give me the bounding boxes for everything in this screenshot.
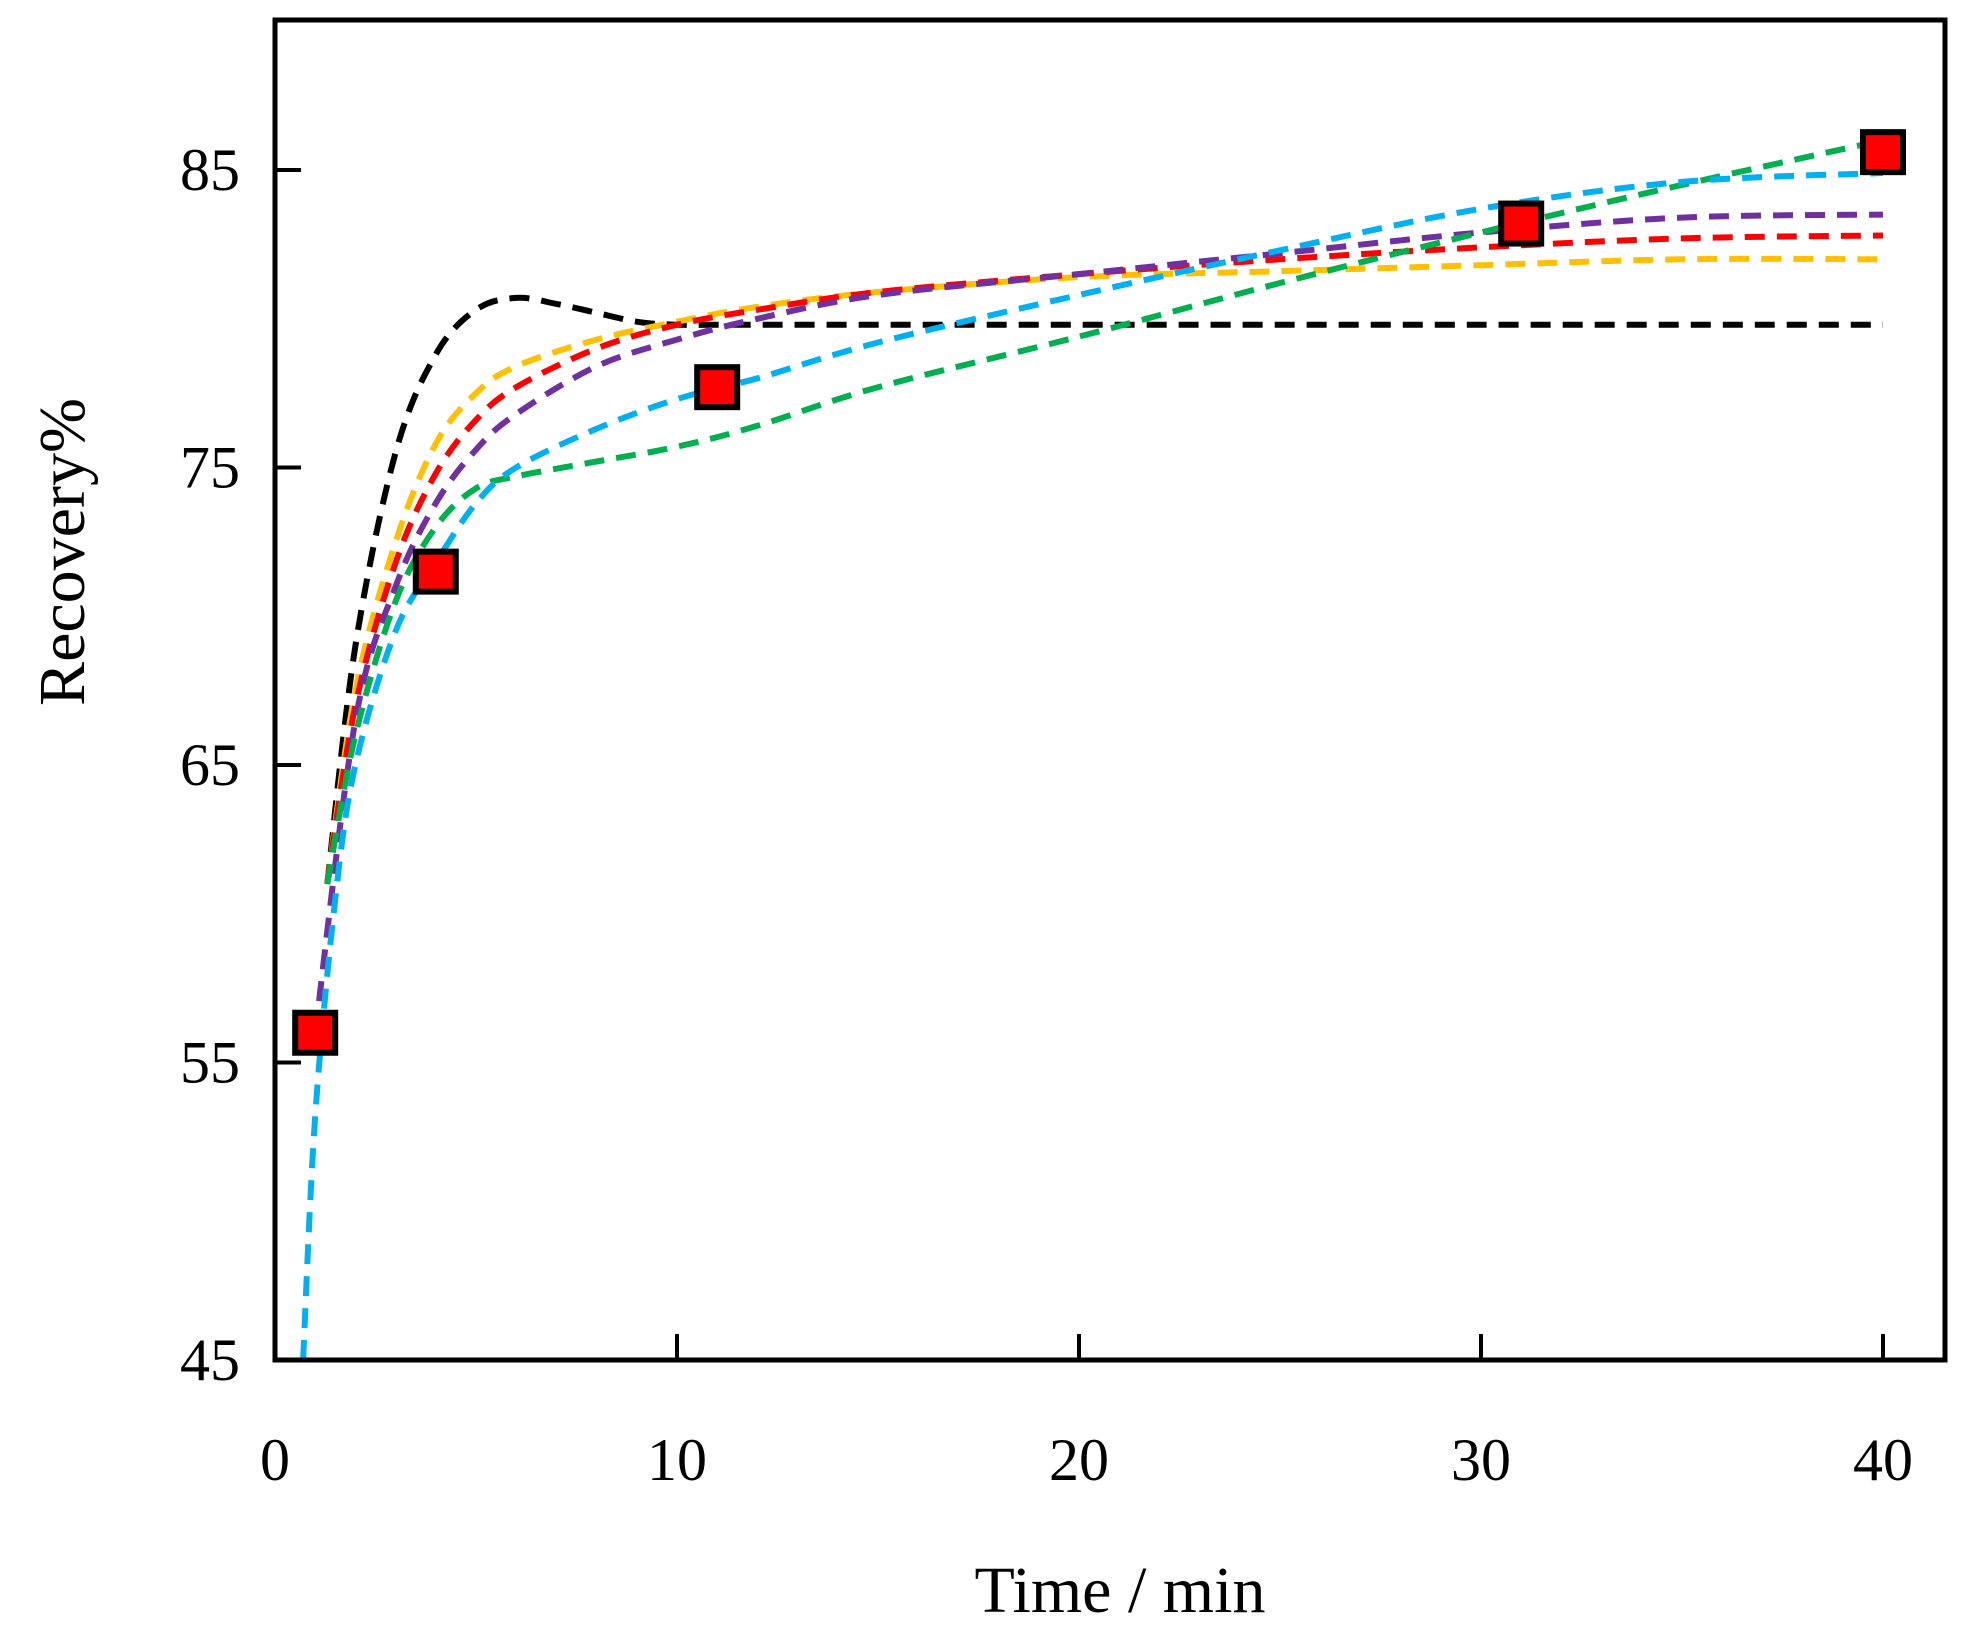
- data-point-marker: [412, 548, 459, 595]
- x-axis-title: Time / min: [975, 1554, 1266, 1627]
- series-line-purple-fit: [312, 211, 1884, 1034]
- x-tick-label: 20: [1049, 1427, 1109, 1493]
- series-line-green-fit: [324, 137, 1884, 885]
- y-tick-label: 85: [180, 137, 240, 203]
- series-line-blue-fit: [300, 170, 1884, 1361]
- marker-layer: [292, 129, 1906, 1056]
- series-line-black-fit: [324, 294, 1883, 885]
- x-tick-label: 40: [1853, 1427, 1913, 1493]
- series-layer: [300, 137, 1884, 1361]
- y-axis-title: Recovery%: [26, 398, 99, 706]
- y-tick-label: 55: [180, 1030, 240, 1096]
- y-tick-label: 65: [180, 732, 240, 798]
- axis-layer: [272, 17, 1948, 1363]
- series-line-red-fit: [324, 232, 1884, 885]
- tick-layer: 0 10 20 30 40 45 55 65 75 85: [180, 137, 1913, 1493]
- y-tick-label: 45: [180, 1327, 240, 1393]
- data-point-marker: [292, 1009, 339, 1056]
- x-tick-label: 10: [647, 1427, 707, 1493]
- x-tick-label: 0: [260, 1427, 290, 1493]
- x-tick-label: 30: [1451, 1427, 1511, 1493]
- plot-frame: [272, 17, 1948, 1363]
- y-tick-label: 75: [180, 435, 240, 501]
- data-point-marker: [1498, 200, 1545, 247]
- data-point-marker: [694, 364, 741, 411]
- data-point-marker: [1860, 129, 1906, 176]
